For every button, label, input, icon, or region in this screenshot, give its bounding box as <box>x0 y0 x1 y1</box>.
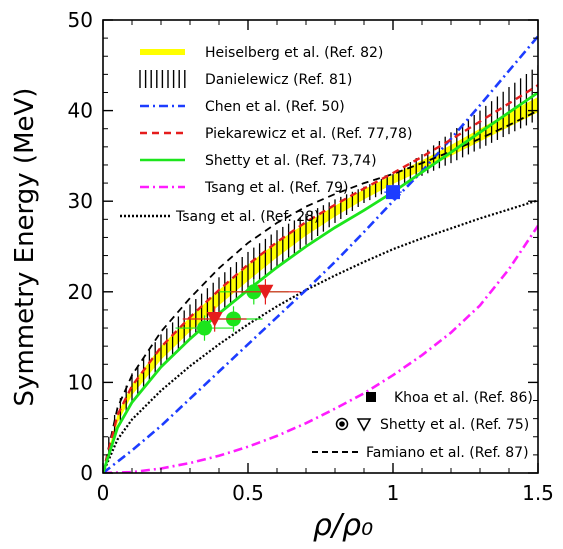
y-tick-label: 0 <box>80 461 93 485</box>
tsang-79-curve <box>103 224 538 473</box>
legend: Heiselberg et al. (Ref. 82) Danielewicz (… <box>120 45 533 461</box>
x-tick-label: 0.5 <box>232 481 264 505</box>
legend-swatch-band <box>140 49 185 55</box>
chen-50-curve <box>103 35 538 473</box>
shetty-triangle-marker <box>257 284 274 300</box>
tsang-28-curve <box>103 199 538 473</box>
legend-label: Tsang et al. (Ref. 79) <box>204 180 349 196</box>
famiano-87-curve <box>103 109 538 473</box>
legend-label: Piekarewicz et al. (Ref. 77,78) <box>205 126 412 142</box>
plot-area <box>103 35 538 473</box>
shetty-73-74-curve <box>103 91 538 473</box>
y-tick-label: 20 <box>68 280 93 304</box>
x-tick-label: 1.5 <box>522 481 554 505</box>
khoa-square-marker <box>386 185 400 200</box>
legend-label: Shetty et al. (Ref. 73,74) <box>205 153 377 169</box>
legend-label: Famiano et al. (Ref. 87) <box>366 445 529 461</box>
piekarewicz-curve <box>103 84 538 473</box>
legend-label: Shetty et al. (Ref. 75) <box>380 417 529 433</box>
y-tick-label: 40 <box>68 99 93 123</box>
legend-square-marker <box>366 392 376 402</box>
data-markers <box>175 184 402 341</box>
plot-frame <box>102 19 539 474</box>
legend-triangle-marker <box>356 418 372 432</box>
legend-circle-dot <box>339 421 345 427</box>
shetty-triangle-marker <box>206 311 223 327</box>
legend-label: Danielewicz (Ref. 81) <box>205 72 352 88</box>
legend-label: Chen et al. (Ref. 50) <box>205 99 345 115</box>
legend-label: Heiselberg et al. (Ref. 82) <box>205 45 383 61</box>
y-tick-label: 10 <box>68 370 93 394</box>
x-axis-title: ρ/ρ₀ <box>313 508 373 543</box>
shetty-circle-marker <box>197 320 212 336</box>
x-tick-label: 0 <box>97 481 110 505</box>
y-tick-label: 30 <box>68 189 93 213</box>
danielewicz-hatched-band <box>108 65 538 455</box>
y-axis-title: Symmetry Energy (MeV) <box>10 88 40 407</box>
legend-label: Tsang et al. (Ref. 28) <box>175 209 320 225</box>
legend-circle-marker <box>335 417 349 431</box>
x-tick-label: 1 <box>387 481 400 505</box>
legend-label: Khoa et al. (Ref. 86) <box>394 390 533 406</box>
y-tick-label: 50 <box>68 8 93 32</box>
axes: 0 0.5 1 1.5 0 10 20 30 40 50 <box>68 8 554 505</box>
